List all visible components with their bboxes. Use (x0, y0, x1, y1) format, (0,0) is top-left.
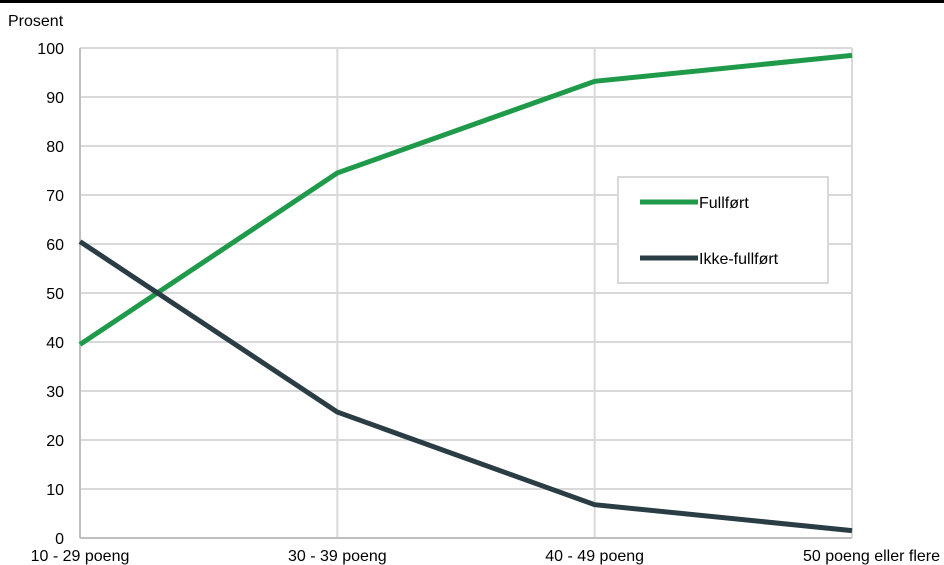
top-rule (0, 0, 944, 3)
y-tick-label: 30 (46, 384, 64, 401)
legend-box (617, 176, 829, 284)
axes (79, 48, 852, 539)
y-tick-label: 0 (55, 531, 64, 548)
series-lines (78, 52, 853, 534)
y-tick-labels: 0 10 20 30 40 50 60 70 80 90 100 (37, 41, 64, 548)
y-tick-label: 10 (46, 482, 64, 499)
y-tick-label: 90 (46, 90, 64, 107)
legend: Fullført Ikke-fullført (617, 176, 829, 284)
y-tick-label: 50 (46, 286, 64, 303)
series-line-1 (78, 239, 853, 534)
legend-label: Ikke-fullført (699, 251, 779, 268)
x-tick-label: 30 - 39 poeng (288, 548, 387, 565)
legend-label: Fullført (699, 195, 749, 212)
x-tick-labels: 10 - 29 poeng 30 - 39 poeng 40 - 49 poeng 5… (31, 548, 940, 565)
y-tick-label: 100 (37, 41, 64, 58)
x-tick-label: 40 - 49 poeng (545, 548, 644, 565)
y-tick-label: 40 (46, 335, 64, 352)
series-line-0 (78, 52, 853, 347)
y-tick-label: 20 (46, 433, 64, 450)
y-tick-label: 60 (46, 237, 64, 254)
grid-lines (80, 47, 853, 538)
x-tick-label: 10 - 29 poeng (31, 548, 130, 565)
x-tick-label: 50 poeng eller flere (803, 548, 940, 565)
y-axis-label: Prosent (8, 13, 64, 30)
y-tick-label: 70 (46, 188, 64, 205)
y-tick-label: 80 (46, 139, 64, 156)
